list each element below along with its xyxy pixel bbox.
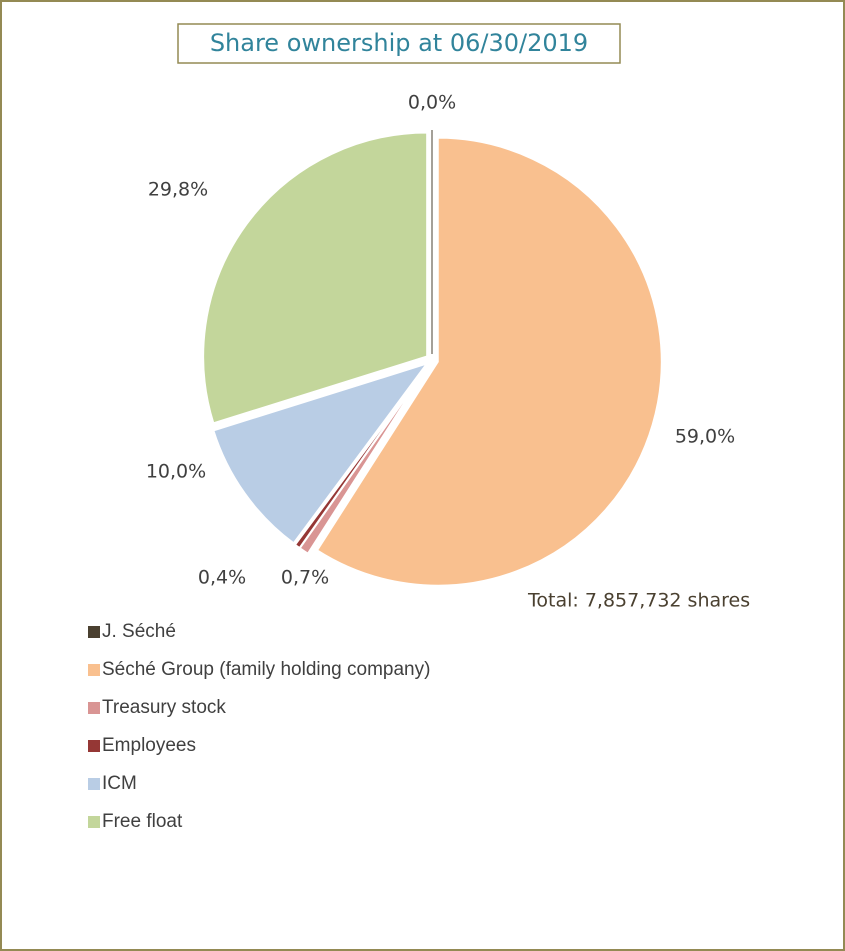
pie-slice	[202, 131, 429, 425]
data-label: 29,8%	[148, 179, 208, 201]
legend-swatch	[88, 740, 100, 752]
legend-swatch	[88, 664, 100, 676]
chart-title: Share ownership at 06/30/2019	[210, 29, 588, 57]
legend-swatch	[88, 626, 100, 638]
data-label: 0,0%	[408, 92, 456, 114]
legend-label: Séché Group (family holding company)	[102, 659, 430, 680]
data-label: 10,0%	[146, 461, 206, 483]
legend-label: Free float	[102, 811, 183, 832]
data-label: 0,4%	[198, 567, 246, 589]
legend-label: Treasury stock	[102, 697, 226, 718]
annotation: Total: 7,857,732 shares	[527, 590, 750, 612]
title-box	[177, 23, 621, 64]
data-label: 59,0%	[675, 426, 735, 448]
legend-label: Employees	[102, 735, 196, 756]
legend-swatch	[88, 778, 100, 790]
pie-slice	[212, 361, 430, 545]
pie-slice	[315, 136, 663, 587]
legend-label: J. Séché	[102, 621, 176, 642]
data-label: 0,7%	[281, 567, 329, 589]
legend-swatch	[88, 816, 100, 828]
pie-slice	[293, 364, 430, 550]
legend-label: ICM	[102, 773, 137, 794]
legend-swatch	[88, 702, 100, 714]
